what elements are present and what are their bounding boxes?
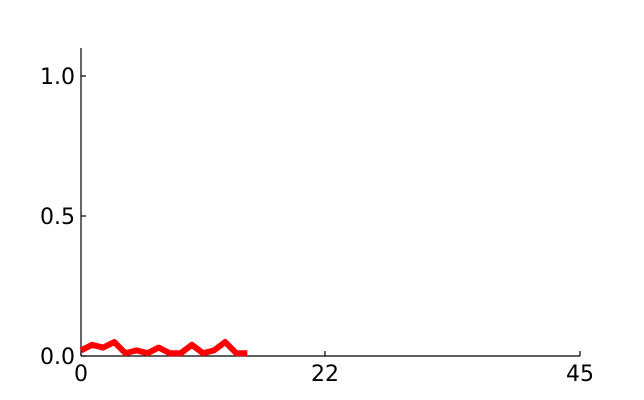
axes bbox=[80, 48, 580, 357]
x-tick-label: 0 bbox=[74, 362, 88, 387]
x-tick-label: 22 bbox=[311, 362, 339, 387]
series-group bbox=[79, 339, 248, 357]
series-line-0 bbox=[79, 339, 248, 357]
y-tick-label: 0.5 bbox=[40, 205, 75, 230]
ticks: 0 22 45 0.0 0.5 1.0 bbox=[40, 65, 594, 387]
y-tick-label: 0.0 bbox=[40, 345, 75, 370]
y-tick-label: 1.0 bbox=[40, 65, 75, 90]
x-tick-label: 45 bbox=[566, 362, 594, 387]
